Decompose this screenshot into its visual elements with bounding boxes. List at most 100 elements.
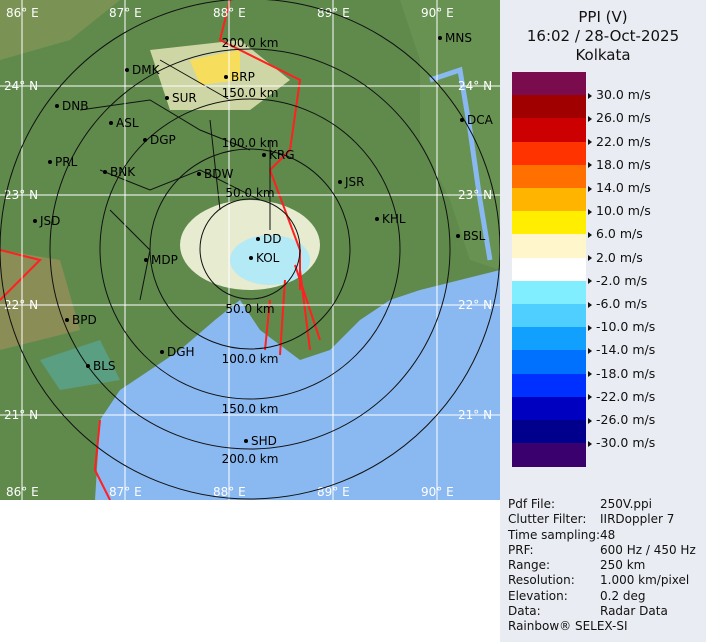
city-bnk: BNK (103, 165, 136, 179)
lat-label-left: 23° N (4, 188, 38, 202)
city-jsr: JSR (338, 175, 365, 189)
city-label: DMK (132, 63, 161, 77)
legend-value: -18.0 m/s (596, 365, 656, 381)
range-ring-label: 100.0 km (222, 352, 279, 366)
range-ring-label: 150.0 km (222, 402, 279, 416)
city-kol: KOL (249, 251, 280, 265)
city-label: KHL (382, 212, 406, 226)
info-row: Range: 250 km (508, 558, 696, 573)
city-dot-icon (55, 104, 59, 108)
legend-band (512, 211, 586, 235)
legend-band (512, 164, 586, 189)
legend-value: 30.0 m/s (596, 87, 651, 103)
legend-label: -10.0 m/s (588, 319, 655, 334)
tick-arrow-icon (588, 278, 592, 285)
info-key: Resolution: (508, 573, 575, 588)
city-label: BLS (93, 359, 116, 373)
legend-value: 10.0 m/s (596, 203, 651, 219)
city-label: BPD (72, 313, 97, 327)
city-bsl: BSL (456, 229, 486, 243)
tick-arrow-icon (588, 301, 592, 308)
lat-label-left: 24° N (4, 79, 38, 93)
range-ring (199, 198, 301, 300)
terrain-patch (0, 0, 120, 60)
legend-band (512, 257, 586, 282)
lon-label-top: 90° E (421, 6, 454, 20)
lat-label-right: 21° N (458, 408, 492, 422)
city-label: BDW (204, 167, 233, 181)
info-value: IIRDoppler 7 (600, 512, 675, 527)
city-mdp: MDP (144, 253, 178, 267)
legend-label: -26.0 m/s (588, 412, 655, 427)
city-label: PRL (55, 155, 78, 169)
lon-label-top: 87° E (109, 6, 142, 20)
info-key: Time sampling: (508, 527, 601, 542)
legend-value: -22.0 m/s (596, 388, 656, 404)
legend-band (512, 188, 586, 212)
range-ring-label: 100.0 km (222, 136, 279, 150)
tick-arrow-icon (588, 371, 592, 378)
legend-label: -18.0 m/s (588, 366, 655, 381)
city-markers: MNS DMK BRP SUR DNB ASL DCA DGP KRG PRL BNK JSR BDW J… (33, 31, 494, 448)
city-label: ASL (116, 116, 139, 130)
timestamp: 16:02 / 28-Oct-2025 (526, 27, 680, 45)
city-bpd: BPD (65, 313, 97, 327)
city-label: DCA (467, 113, 494, 127)
lon-label-bottom: 86° E (6, 485, 39, 499)
legend-band (512, 443, 586, 467)
tick-arrow-icon (588, 255, 592, 262)
city-label: KOL (256, 251, 280, 265)
city-label: BNK (110, 165, 136, 179)
tick-arrow-icon (588, 440, 592, 447)
info-value: 1.000 km/pixel (600, 573, 690, 588)
city-khl: KHL (375, 212, 406, 226)
city-label: DGH (167, 345, 195, 359)
lon-label-bottom: 87° E (109, 485, 142, 499)
legend-value: 18.0 m/s (596, 156, 651, 172)
city-dmk: DMK (125, 63, 161, 77)
city-dot-icon (109, 121, 113, 125)
tick-arrow-icon (588, 162, 592, 169)
legend-band (512, 420, 586, 444)
legend-value: 2.0 m/s (596, 249, 643, 265)
city-dgp: DGP (143, 133, 176, 147)
legend-value: 22.0 m/s (596, 133, 651, 149)
city-dca: DCA (460, 113, 494, 127)
legend-label: -6.0 m/s (588, 296, 647, 311)
city-label: JSD (39, 214, 60, 228)
legend-label: 6.0 m/s (588, 226, 643, 241)
info-value: 0.2 deg (600, 588, 646, 603)
city-dot-icon (125, 68, 129, 72)
tick-arrow-icon (588, 208, 592, 215)
terrain-patch (0, 250, 80, 350)
city-dot-icon (438, 36, 442, 40)
echo-area (230, 235, 310, 285)
info-row: Time sampling: 48 (508, 528, 696, 543)
info-key: Clutter Filter: (508, 512, 587, 527)
legend-label: -30.0 m/s (588, 435, 655, 450)
city-brp: BRP (224, 70, 255, 84)
city-shd: SHD (244, 434, 277, 448)
legend-label: 14.0 m/s (588, 180, 651, 195)
city-dot-icon (460, 118, 464, 122)
legend-band (512, 95, 586, 119)
terrain-patch (400, 0, 500, 270)
tick-arrow-icon (588, 231, 592, 238)
lon-label-top: 86° E (6, 6, 39, 20)
tick-arrow-icon (588, 347, 592, 354)
city-dot-icon (375, 217, 379, 221)
legend-value: 6.0 m/s (596, 226, 643, 242)
city-dot-icon (224, 75, 228, 79)
info-value: 600 Hz / 450 Hz (600, 542, 696, 557)
city-dot-icon (256, 237, 260, 241)
legend-value: -2.0 m/s (596, 272, 648, 288)
range-rings: 50.0 km 50.0 km 100.0 km 100.0 km 150.0 km 15… (0, 0, 500, 500)
legend-label: 18.0 m/s (588, 157, 651, 172)
city-dd: DD (256, 232, 281, 246)
range-ring-label: 200.0 km (222, 452, 279, 466)
legend-band (512, 327, 586, 351)
city-dot-icon (48, 160, 52, 164)
lat-label-right: 22° N (458, 298, 492, 312)
info-value: Radar Data (600, 604, 668, 619)
legend-label: 30.0 m/s (588, 87, 651, 102)
